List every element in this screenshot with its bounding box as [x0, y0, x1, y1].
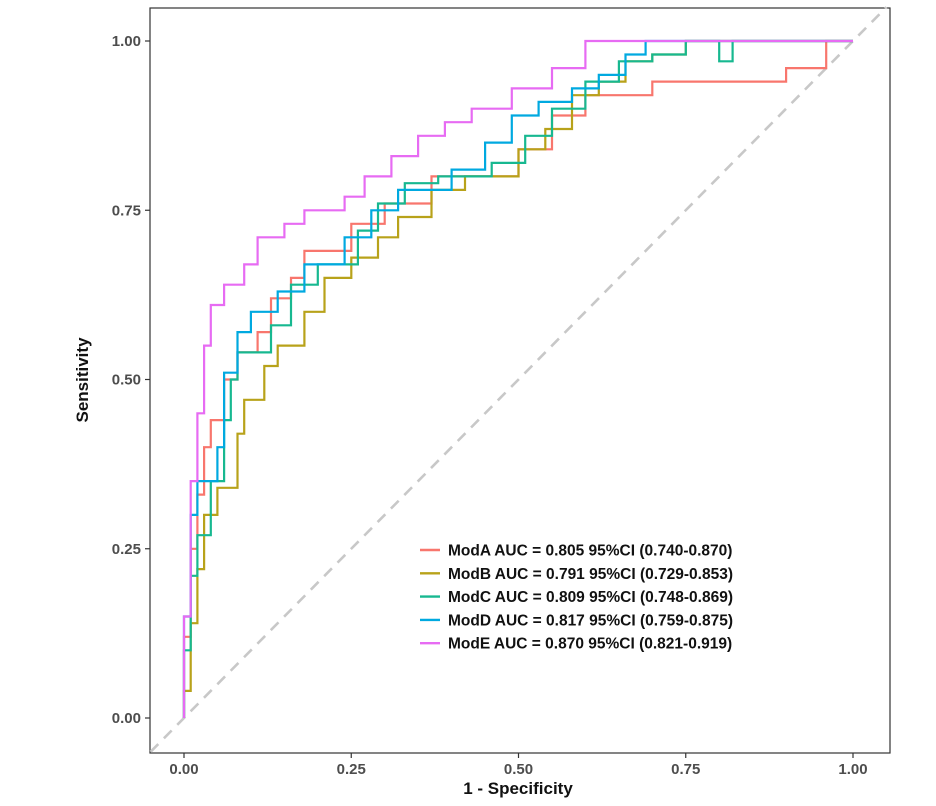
reference-diagonal — [149, 6, 888, 753]
roc-curve-d — [182, 39, 853, 718]
x-axis: 0.00 0.25 0.50 0.75 1.00 — [169, 753, 868, 778]
y-tick-label: 0.25 — [112, 541, 141, 558]
reference-line-layer — [149, 6, 888, 753]
x-tick-label: 0.50 — [504, 761, 533, 778]
y-tick-label: 0.00 — [112, 710, 141, 727]
x-tick-label: 0.00 — [169, 761, 198, 778]
roc-curve-e — [182, 39, 853, 718]
y-axis: 0.00 0.25 0.50 0.75 1.00 — [112, 33, 150, 727]
x-axis-title: 1 - Specificity — [463, 779, 573, 798]
legend: ModA AUC = 0.805 95%CI (0.740-0.870) ModB… — [420, 543, 733, 653]
y-tick-label: 0.75 — [112, 202, 141, 219]
y-tick-label: 0.50 — [112, 372, 141, 389]
x-tick-label: 0.75 — [671, 761, 700, 778]
legend-label: ModB AUC = 0.791 95%CI (0.729-0.853) — [448, 566, 733, 583]
y-tick-label: 1.00 — [112, 33, 141, 50]
legend-label: ModD AUC = 0.817 95%CI (0.759-0.875) — [448, 612, 733, 629]
x-tick-label: 1.00 — [838, 761, 867, 778]
legend-label: ModC AUC = 0.809 95%CI (0.748-0.869) — [448, 589, 733, 606]
legend-label: ModE AUC = 0.870 95%CI (0.821-0.919) — [448, 636, 732, 653]
y-axis-title: Sensitivity — [73, 337, 92, 423]
roc-curve-b — [182, 39, 853, 718]
x-tick-label: 0.25 — [337, 761, 366, 778]
roc-curves — [182, 39, 853, 718]
roc-curve-c — [182, 39, 853, 718]
legend-label: ModA AUC = 0.805 95%CI (0.740-0.870) — [448, 543, 732, 560]
